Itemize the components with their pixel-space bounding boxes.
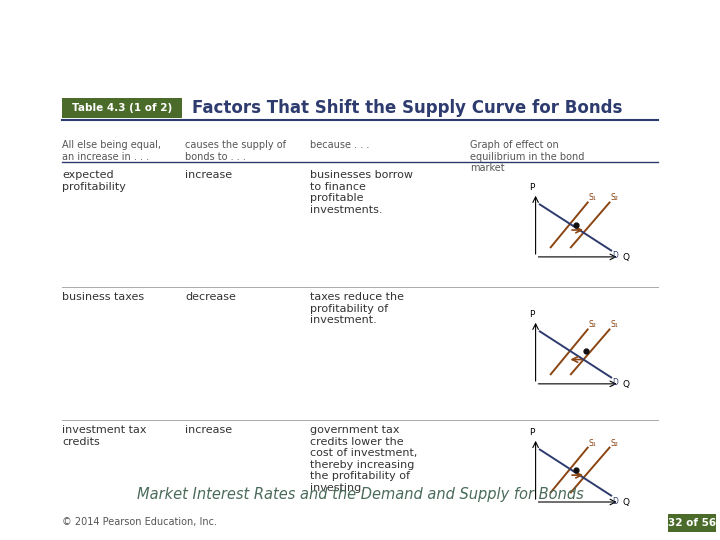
- Text: S₂: S₂: [589, 320, 597, 329]
- Text: expected
profitability: expected profitability: [62, 170, 126, 192]
- Text: S₂: S₂: [611, 438, 618, 448]
- Text: increase: increase: [185, 425, 232, 435]
- Text: decrease: decrease: [185, 292, 236, 302]
- Text: Q: Q: [623, 380, 629, 389]
- Text: government tax
credits lower the
cost of investment,
thereby increasing
the prof: government tax credits lower the cost of…: [310, 425, 418, 493]
- Text: D: D: [612, 497, 618, 505]
- Text: Factors That Shift the Supply Curve for Bonds: Factors That Shift the Supply Curve for …: [192, 99, 622, 117]
- Text: increase: increase: [185, 170, 232, 180]
- FancyBboxPatch shape: [668, 514, 716, 532]
- Text: businesses borrow
to finance
profitable
investments.: businesses borrow to finance profitable …: [310, 170, 413, 215]
- Text: P: P: [529, 183, 534, 192]
- Text: because . . .: because . . .: [310, 140, 369, 150]
- Text: S₁: S₁: [589, 193, 596, 202]
- Text: All else being equal,
an increase in . . .: All else being equal, an increase in . .…: [62, 140, 161, 161]
- Text: Table 4.3 (1 of 2): Table 4.3 (1 of 2): [72, 103, 172, 113]
- Text: investment tax
credits: investment tax credits: [62, 425, 146, 447]
- Text: P: P: [529, 310, 534, 319]
- Text: Q: Q: [623, 498, 629, 508]
- Text: D: D: [612, 252, 618, 260]
- Text: taxes reduce the
profitability of
investment.: taxes reduce the profitability of invest…: [310, 292, 404, 325]
- FancyBboxPatch shape: [62, 98, 182, 118]
- Text: business taxes: business taxes: [62, 292, 144, 302]
- Text: S₁: S₁: [611, 320, 618, 329]
- Text: causes the supply of
bonds to . . .: causes the supply of bonds to . . .: [185, 140, 286, 161]
- Text: 32 of 56: 32 of 56: [668, 518, 716, 528]
- Text: D: D: [612, 379, 618, 388]
- Text: S₁: S₁: [589, 438, 596, 448]
- Text: S₂: S₂: [611, 193, 618, 202]
- Text: © 2014 Pearson Education, Inc.: © 2014 Pearson Education, Inc.: [62, 517, 217, 527]
- Text: Market Interest Rates and the Demand and Supply for Bonds: Market Interest Rates and the Demand and…: [137, 488, 583, 503]
- Text: P: P: [529, 428, 534, 437]
- Text: Q: Q: [623, 253, 629, 262]
- Text: Graph of effect on
equilibrium in the bond
market: Graph of effect on equilibrium in the bo…: [470, 140, 585, 173]
